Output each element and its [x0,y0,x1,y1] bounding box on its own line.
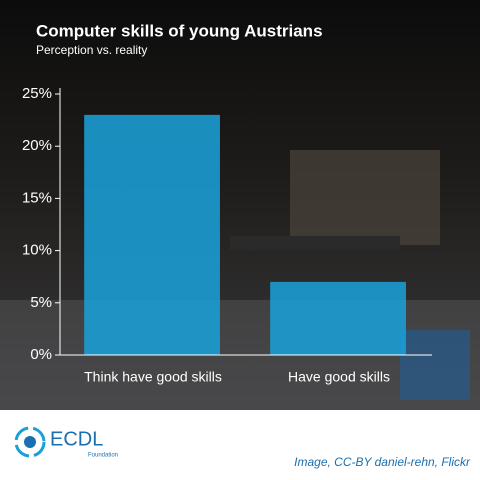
logo-globe [14,426,46,458]
logo: ECDL Foundation [14,426,118,459]
footer-bg [0,410,480,480]
y-tick-label: 10% [22,242,52,259]
y-tick-label: 20% [22,137,52,154]
logo-globe-core [24,436,36,448]
image-credit: Image, CC-BY daniel-rehn, Flickr [294,455,471,469]
logo-text: ECDL [50,428,103,450]
y-tick-label: 25% [22,85,52,102]
bar [270,281,406,355]
y-tick-label: 15% [22,189,52,206]
chart-subtitle: Perception vs. reality [36,43,147,57]
logo-subtext: Foundation [88,453,118,459]
photo-detail [290,150,440,245]
photo-keys [400,330,470,400]
chart-title: Computer skills of young Austrians [36,21,323,40]
x-tick-label: Have good skills [288,369,390,385]
x-tick-label: Think have good skills [84,369,222,385]
photo-detail [230,236,400,250]
bar [84,114,220,355]
y-tick-label: 0% [30,346,52,363]
y-tick-label: 5% [30,294,52,311]
